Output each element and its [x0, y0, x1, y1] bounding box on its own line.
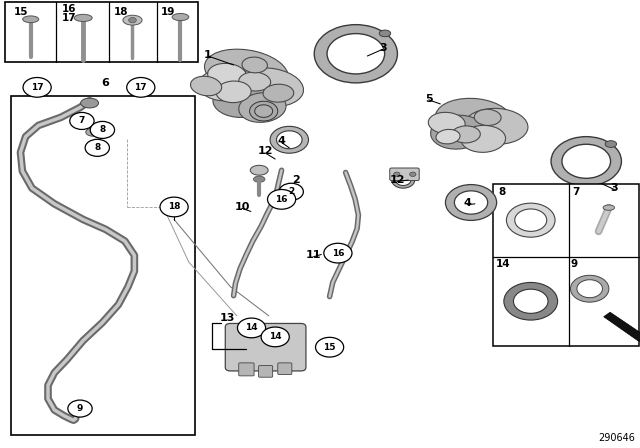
- Circle shape: [90, 121, 115, 138]
- Text: 16: 16: [332, 249, 344, 258]
- Ellipse shape: [191, 76, 221, 96]
- Text: 17: 17: [31, 83, 44, 92]
- Ellipse shape: [205, 49, 288, 94]
- Ellipse shape: [603, 205, 614, 210]
- Ellipse shape: [129, 17, 136, 23]
- Text: 2: 2: [292, 175, 300, 185]
- Text: 7: 7: [572, 187, 579, 197]
- Text: 12: 12: [390, 175, 405, 185]
- Ellipse shape: [428, 112, 465, 134]
- Circle shape: [127, 78, 155, 97]
- Text: 10: 10: [234, 202, 250, 212]
- Text: 16: 16: [61, 4, 76, 13]
- Text: 17: 17: [134, 83, 147, 92]
- Ellipse shape: [216, 81, 251, 103]
- Circle shape: [261, 327, 289, 347]
- Ellipse shape: [86, 128, 100, 136]
- Text: 15: 15: [14, 7, 29, 17]
- Ellipse shape: [263, 84, 294, 102]
- Text: 14: 14: [496, 259, 511, 269]
- Ellipse shape: [380, 30, 390, 37]
- Text: 2: 2: [288, 187, 294, 196]
- Circle shape: [316, 337, 344, 357]
- Text: 8: 8: [99, 125, 106, 134]
- Ellipse shape: [474, 109, 501, 125]
- Text: 4: 4: [278, 136, 285, 146]
- Text: 3: 3: [611, 183, 618, 193]
- Text: 290646: 290646: [598, 433, 635, 443]
- Ellipse shape: [234, 68, 303, 107]
- FancyBboxPatch shape: [225, 323, 306, 371]
- Text: 17: 17: [61, 13, 76, 22]
- FancyBboxPatch shape: [5, 2, 198, 62]
- Text: 4: 4: [463, 198, 471, 208]
- Text: 6: 6: [102, 78, 109, 88]
- Text: 18: 18: [114, 7, 129, 17]
- Text: 14: 14: [269, 332, 282, 341]
- Ellipse shape: [74, 14, 92, 22]
- Ellipse shape: [81, 98, 99, 108]
- Text: 8: 8: [498, 187, 505, 197]
- Text: 11: 11: [306, 250, 321, 260]
- FancyBboxPatch shape: [11, 96, 195, 435]
- Ellipse shape: [605, 141, 617, 147]
- FancyBboxPatch shape: [259, 366, 273, 377]
- Circle shape: [410, 172, 416, 177]
- Ellipse shape: [198, 69, 250, 101]
- Circle shape: [324, 243, 352, 263]
- Ellipse shape: [242, 57, 268, 73]
- Text: 16: 16: [275, 195, 288, 204]
- FancyBboxPatch shape: [493, 184, 639, 346]
- Circle shape: [68, 400, 92, 417]
- Ellipse shape: [435, 98, 512, 139]
- Ellipse shape: [123, 15, 142, 25]
- FancyBboxPatch shape: [278, 363, 292, 375]
- Text: 14: 14: [245, 323, 258, 332]
- Ellipse shape: [23, 16, 38, 22]
- FancyBboxPatch shape: [390, 168, 419, 181]
- Ellipse shape: [436, 129, 460, 144]
- Text: 3: 3: [379, 43, 387, 53]
- Text: 15: 15: [323, 343, 336, 352]
- Ellipse shape: [461, 125, 506, 152]
- Circle shape: [237, 318, 266, 338]
- Ellipse shape: [213, 82, 273, 117]
- Text: 19: 19: [161, 7, 175, 17]
- Text: 8: 8: [94, 143, 100, 152]
- Circle shape: [279, 183, 303, 200]
- Circle shape: [85, 139, 109, 156]
- FancyBboxPatch shape: [239, 363, 254, 376]
- Circle shape: [268, 190, 296, 209]
- Text: 13: 13: [220, 313, 235, 323]
- Ellipse shape: [172, 13, 189, 21]
- Text: 1: 1: [204, 50, 212, 60]
- Text: 7: 7: [79, 116, 85, 125]
- Text: 5: 5: [425, 94, 433, 103]
- Ellipse shape: [239, 93, 286, 122]
- Circle shape: [70, 112, 94, 129]
- Text: 9: 9: [571, 259, 578, 269]
- Ellipse shape: [207, 63, 247, 87]
- Ellipse shape: [253, 176, 265, 182]
- Circle shape: [160, 197, 188, 217]
- Ellipse shape: [452, 126, 480, 143]
- Ellipse shape: [250, 165, 268, 175]
- Ellipse shape: [431, 115, 484, 149]
- Circle shape: [23, 78, 51, 97]
- Ellipse shape: [239, 72, 271, 91]
- Text: 12: 12: [258, 146, 273, 156]
- Circle shape: [394, 172, 400, 177]
- Ellipse shape: [464, 108, 528, 144]
- Text: 18: 18: [168, 202, 180, 211]
- Text: 9: 9: [77, 404, 83, 413]
- Polygon shape: [604, 312, 640, 341]
